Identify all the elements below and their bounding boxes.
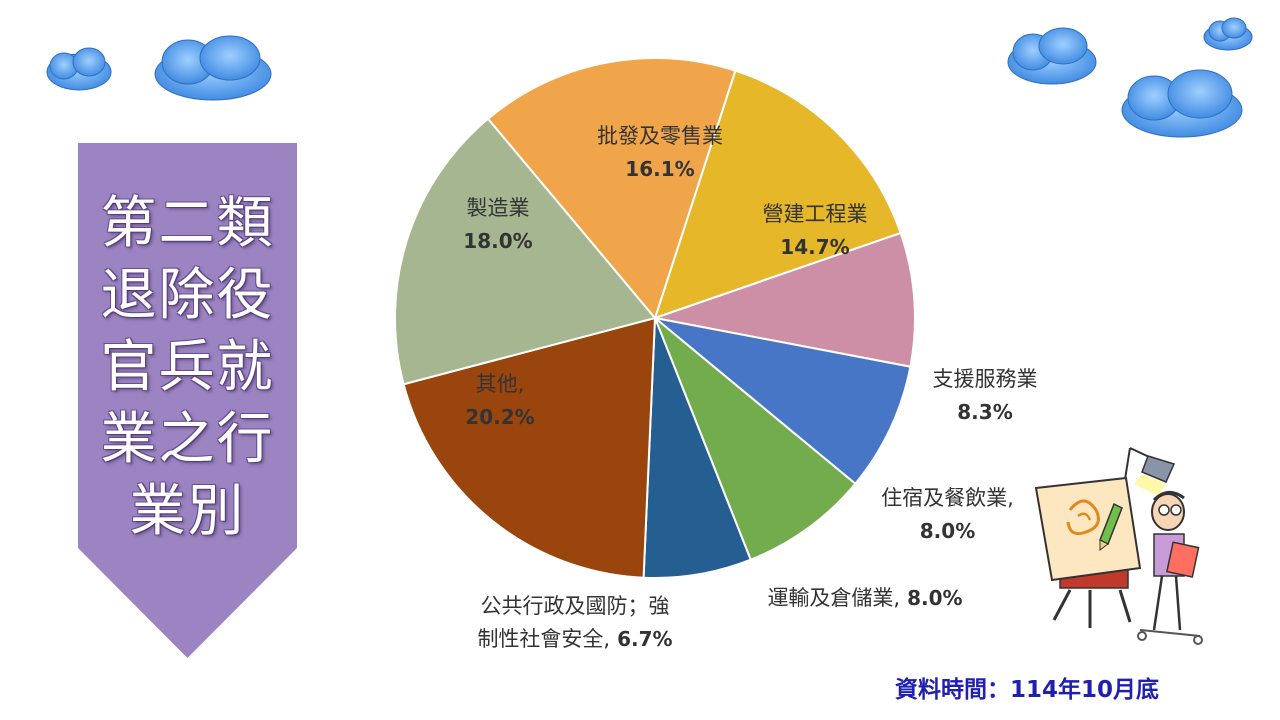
- title-banner: 第二類 退除役 官兵就 業之行 業別: [78, 143, 297, 658]
- title-line: 業之行: [100, 407, 275, 472]
- slice-percent: 14.7%: [780, 235, 850, 259]
- slice-label-public: 公共行政及國防；強 制性社會安全, 6.7%: [440, 590, 710, 656]
- slice-percent: 20.2%: [465, 405, 535, 429]
- slice-name: 其他,: [475, 372, 525, 396]
- title-line: 官兵就: [100, 335, 275, 400]
- slice-name: 制性社會安全,: [477, 627, 611, 651]
- pie-slice: [653, 69, 902, 320]
- slice-percent: 16.1%: [625, 157, 695, 181]
- cloud-icon: [1121, 69, 1243, 138]
- slice-percent: 8.3%: [957, 400, 1013, 424]
- pie-slice: [402, 316, 657, 579]
- slice-name: 營建工程業: [762, 202, 868, 226]
- slice-label-wholesale: 批發及零售業 16.1%: [565, 120, 755, 186]
- title-line: 第二類: [100, 191, 275, 256]
- pie-slice: [394, 117, 657, 386]
- slice-name: 製造業: [466, 196, 530, 220]
- title-line: 退除役: [100, 263, 275, 328]
- slice-name: 支援服務業: [932, 367, 1038, 391]
- slice-label-lodging: 住宿及餐飲業, 8.0%: [855, 482, 1040, 548]
- data-source-note: 資料時間：114年10月底: [895, 677, 1160, 703]
- slice-label-transport: 運輸及倉儲業, 8.0%: [740, 582, 990, 615]
- cloud-icon: [1203, 17, 1253, 51]
- slice-label-other: 其他, 20.2%: [430, 368, 570, 434]
- slice-name: 運輸及倉儲業,: [767, 586, 901, 610]
- pie-slice: [642, 317, 753, 579]
- cloud-icon: [1007, 27, 1097, 85]
- pie-slice: [651, 231, 916, 368]
- cloud-icon: [154, 35, 272, 101]
- artist-easel-illustration: [1034, 447, 1203, 645]
- slice-label-support: 支援服務業 8.3%: [900, 363, 1070, 429]
- slice-percent: 6.7%: [610, 627, 673, 651]
- pie-slice: [654, 317, 912, 486]
- page-title: 第二類 退除役 官兵就 業之行 業別: [78, 188, 297, 548]
- slice-name: 批發及零售業: [597, 124, 723, 148]
- slice-name: 公共行政及國防；強: [480, 594, 670, 618]
- title-line: 業別: [129, 479, 246, 544]
- slice-percent: 8.0%: [919, 519, 976, 543]
- slice-label-construction: 營建工程業 14.7%: [720, 198, 910, 264]
- slice-percent: 8.0%: [900, 586, 963, 610]
- pie-slice: [486, 57, 737, 321]
- slice-name: 住宿及餐飲業,: [881, 486, 1014, 510]
- banner-shape: [78, 143, 297, 658]
- slice-label-manufacturing: 製造業 18.0%: [418, 192, 578, 258]
- slice-percent: 18.0%: [463, 229, 533, 253]
- pie-slice: [654, 317, 857, 562]
- cloud-icon: [46, 47, 112, 91]
